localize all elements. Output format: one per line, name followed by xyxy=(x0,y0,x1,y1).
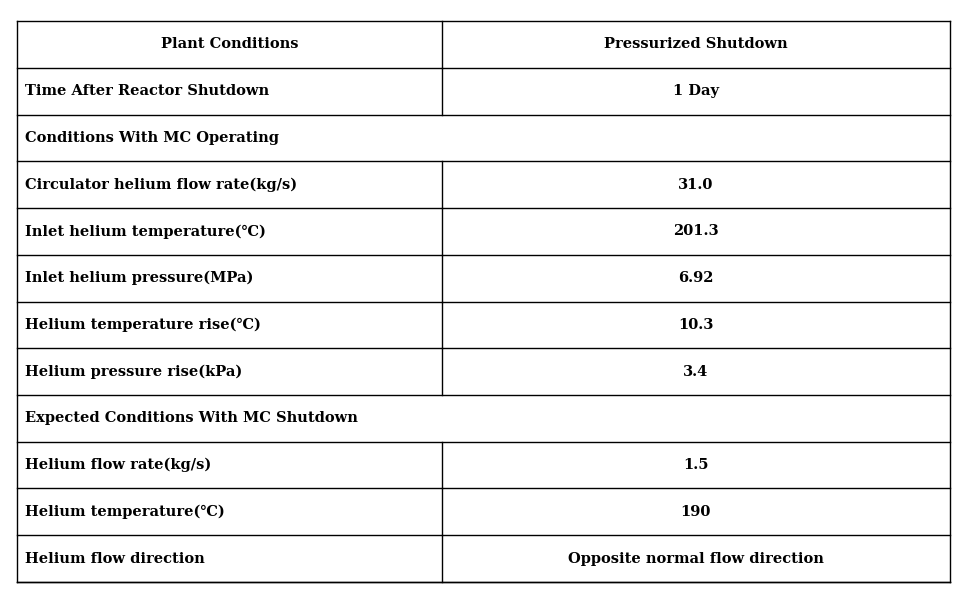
Text: Helium temperature(℃): Helium temperature(℃) xyxy=(25,505,225,519)
Text: Conditions With MC Operating: Conditions With MC Operating xyxy=(25,131,279,145)
Text: Inlet helium temperature(℃): Inlet helium temperature(℃) xyxy=(25,224,266,239)
Text: Time After Reactor Shutdown: Time After Reactor Shutdown xyxy=(25,84,269,98)
Text: Helium pressure rise(kPa): Helium pressure rise(kPa) xyxy=(25,364,243,379)
Text: 3.4: 3.4 xyxy=(683,365,708,379)
Text: Helium temperature rise(℃): Helium temperature rise(℃) xyxy=(25,318,261,332)
Text: Helium flow direction: Helium flow direction xyxy=(25,552,205,566)
Text: 201.3: 201.3 xyxy=(673,224,718,238)
Text: Circulator helium flow rate(kg/s): Circulator helium flow rate(kg/s) xyxy=(25,177,297,192)
Text: Expected Conditions With MC Shutdown: Expected Conditions With MC Shutdown xyxy=(25,411,358,425)
Text: 1.5: 1.5 xyxy=(683,458,708,472)
Text: 31.0: 31.0 xyxy=(678,178,714,192)
Text: 10.3: 10.3 xyxy=(678,318,714,332)
Text: Helium flow rate(kg/s): Helium flow rate(kg/s) xyxy=(25,458,212,472)
Text: 1 Day: 1 Day xyxy=(673,84,718,98)
Text: 6.92: 6.92 xyxy=(678,271,714,285)
Text: Pressurized Shutdown: Pressurized Shutdown xyxy=(603,37,787,51)
Text: Plant Conditions: Plant Conditions xyxy=(161,37,298,51)
Text: Opposite normal flow direction: Opposite normal flow direction xyxy=(568,552,824,566)
Text: 190: 190 xyxy=(681,505,711,519)
Text: Inlet helium pressure(MPa): Inlet helium pressure(MPa) xyxy=(25,271,253,285)
